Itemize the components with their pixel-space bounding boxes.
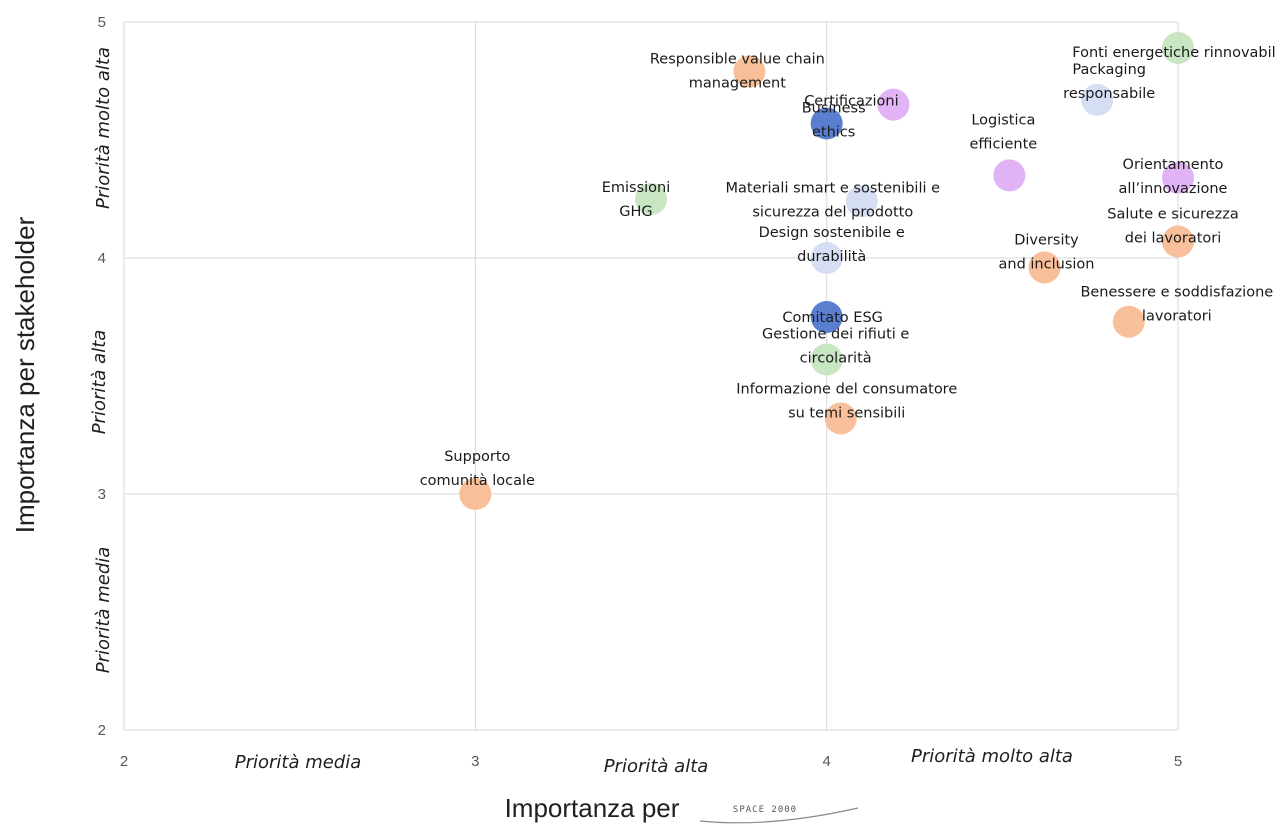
y-priority-label-media: Priorità media [93,547,114,674]
data-label: Logistica [971,112,1035,128]
y-tick-label: 2 [98,722,106,739]
y-priority-label-alta: Priorità alta [89,330,110,435]
data-label: efficiente [970,136,1038,152]
data-label: Emissioni [602,180,671,196]
scatter-point [810,301,843,333]
data-label: management [689,76,786,92]
data-label: Certificazioni [804,94,898,110]
x-priority-label-media: Priorità media [235,752,362,773]
data-label: Responsible value chain [650,52,825,68]
x-tick-label: 2 [120,753,128,770]
x-tick-label: 3 [471,753,479,770]
scatter-point [733,55,766,88]
data-label: sicurezza del prodotto [752,204,913,220]
logo-wordmark: SPACE 2000 [733,805,797,815]
data-label: Materiali smart e sostenibili e [726,180,941,196]
x-priority-label-alta: Priorità alta [604,756,709,777]
data-label: GHG [619,204,652,220]
scatter-point [635,183,667,215]
data-label: Gestione dei rifiuti e [762,326,909,342]
y-tick-label: 4 [98,250,106,267]
scatter-point [810,343,843,376]
data-label: dei lavoratori [1125,230,1222,246]
scatter-point [1081,83,1114,116]
data-label: Design sostenibile e [759,225,905,241]
data-label: su temi sensibili [788,405,905,421]
x-tick-label: 5 [1174,753,1182,770]
scatter-point [1162,161,1194,194]
data-label: Supporto [444,449,510,465]
scatter-point [1162,31,1194,64]
y-priority-label-molto-alta: Priorità molto alta [93,47,114,209]
x-priority-label-molto-alta: Priorità molto alta [911,746,1073,767]
data-labels: Fonti energetiche rinnovabili Responsible… [420,45,1277,489]
x-tick-label: 4 [822,753,830,770]
scatter-point [877,88,910,121]
data-label: all’innovazione [1119,181,1228,197]
scatter-point [824,402,857,435]
data-label: Business [802,100,866,116]
data-label: Informazione del consumatore [736,381,957,397]
data-label: Packaging [1072,62,1146,78]
data-label: Benessere e soddisfazione [1080,285,1273,301]
data-label: and inclusion [999,256,1095,272]
data-label: Diversity [1014,232,1079,248]
y-axis-title: Importanza per stakeholder [10,216,40,533]
data-label: Orientamento [1123,157,1224,173]
scatter-point [1112,305,1145,338]
y-tick-label: 5 [98,14,106,31]
x-axis-title: Importanza per [505,793,680,823]
data-label: durabilità [797,249,866,265]
data-label: responsabile [1063,86,1155,102]
scatter-point [845,185,878,218]
data-label: ethics [812,124,855,140]
data-label: Salute e sicurezza [1107,206,1238,222]
data-label: comunità locale [420,473,535,489]
scatter-point [810,242,843,274]
space2000-logo: SPACE 2000 [692,801,859,824]
data-label: lavoratori [1142,309,1212,325]
scatter-point [459,478,492,510]
scatter-point [1162,225,1194,258]
data-label: Comitato ESG [782,310,883,326]
scatter-point [810,107,843,140]
data-label: circolarità [800,350,872,366]
y-tick-label: 3 [98,486,106,503]
grid-lines [123,21,1179,731]
data-label: Fonti energetiche rinnovabili [1072,45,1277,61]
tick-labels: 2 3 4 5 2 3 4 5 [98,14,1183,770]
scatter-point [993,159,1026,192]
data-points [459,31,1194,510]
scatter-point [1028,251,1061,284]
